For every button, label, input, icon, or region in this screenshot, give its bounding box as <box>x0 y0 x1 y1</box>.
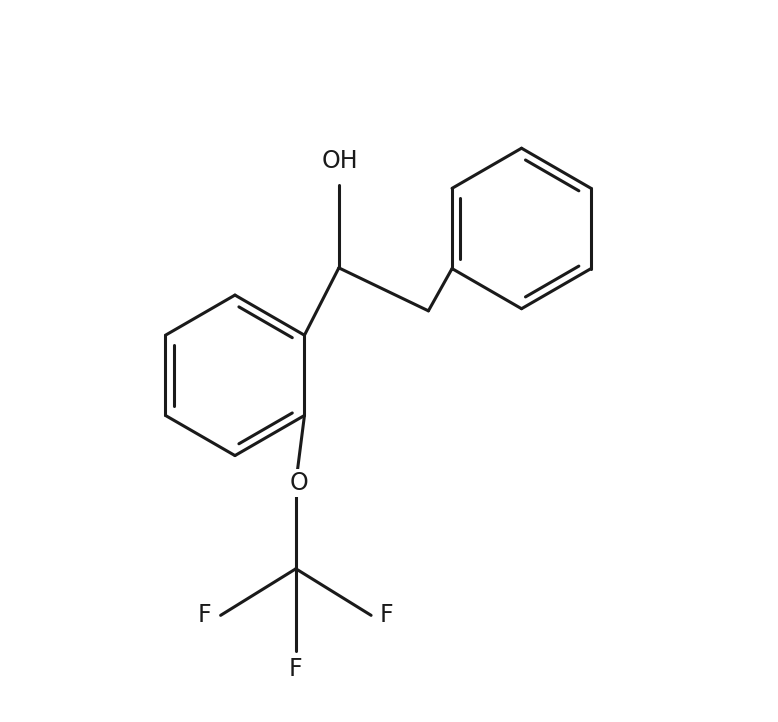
Text: OH: OH <box>322 149 359 173</box>
Text: F: F <box>380 604 394 627</box>
Text: F: F <box>289 657 303 681</box>
Text: F: F <box>198 604 212 627</box>
Text: O: O <box>290 471 309 495</box>
